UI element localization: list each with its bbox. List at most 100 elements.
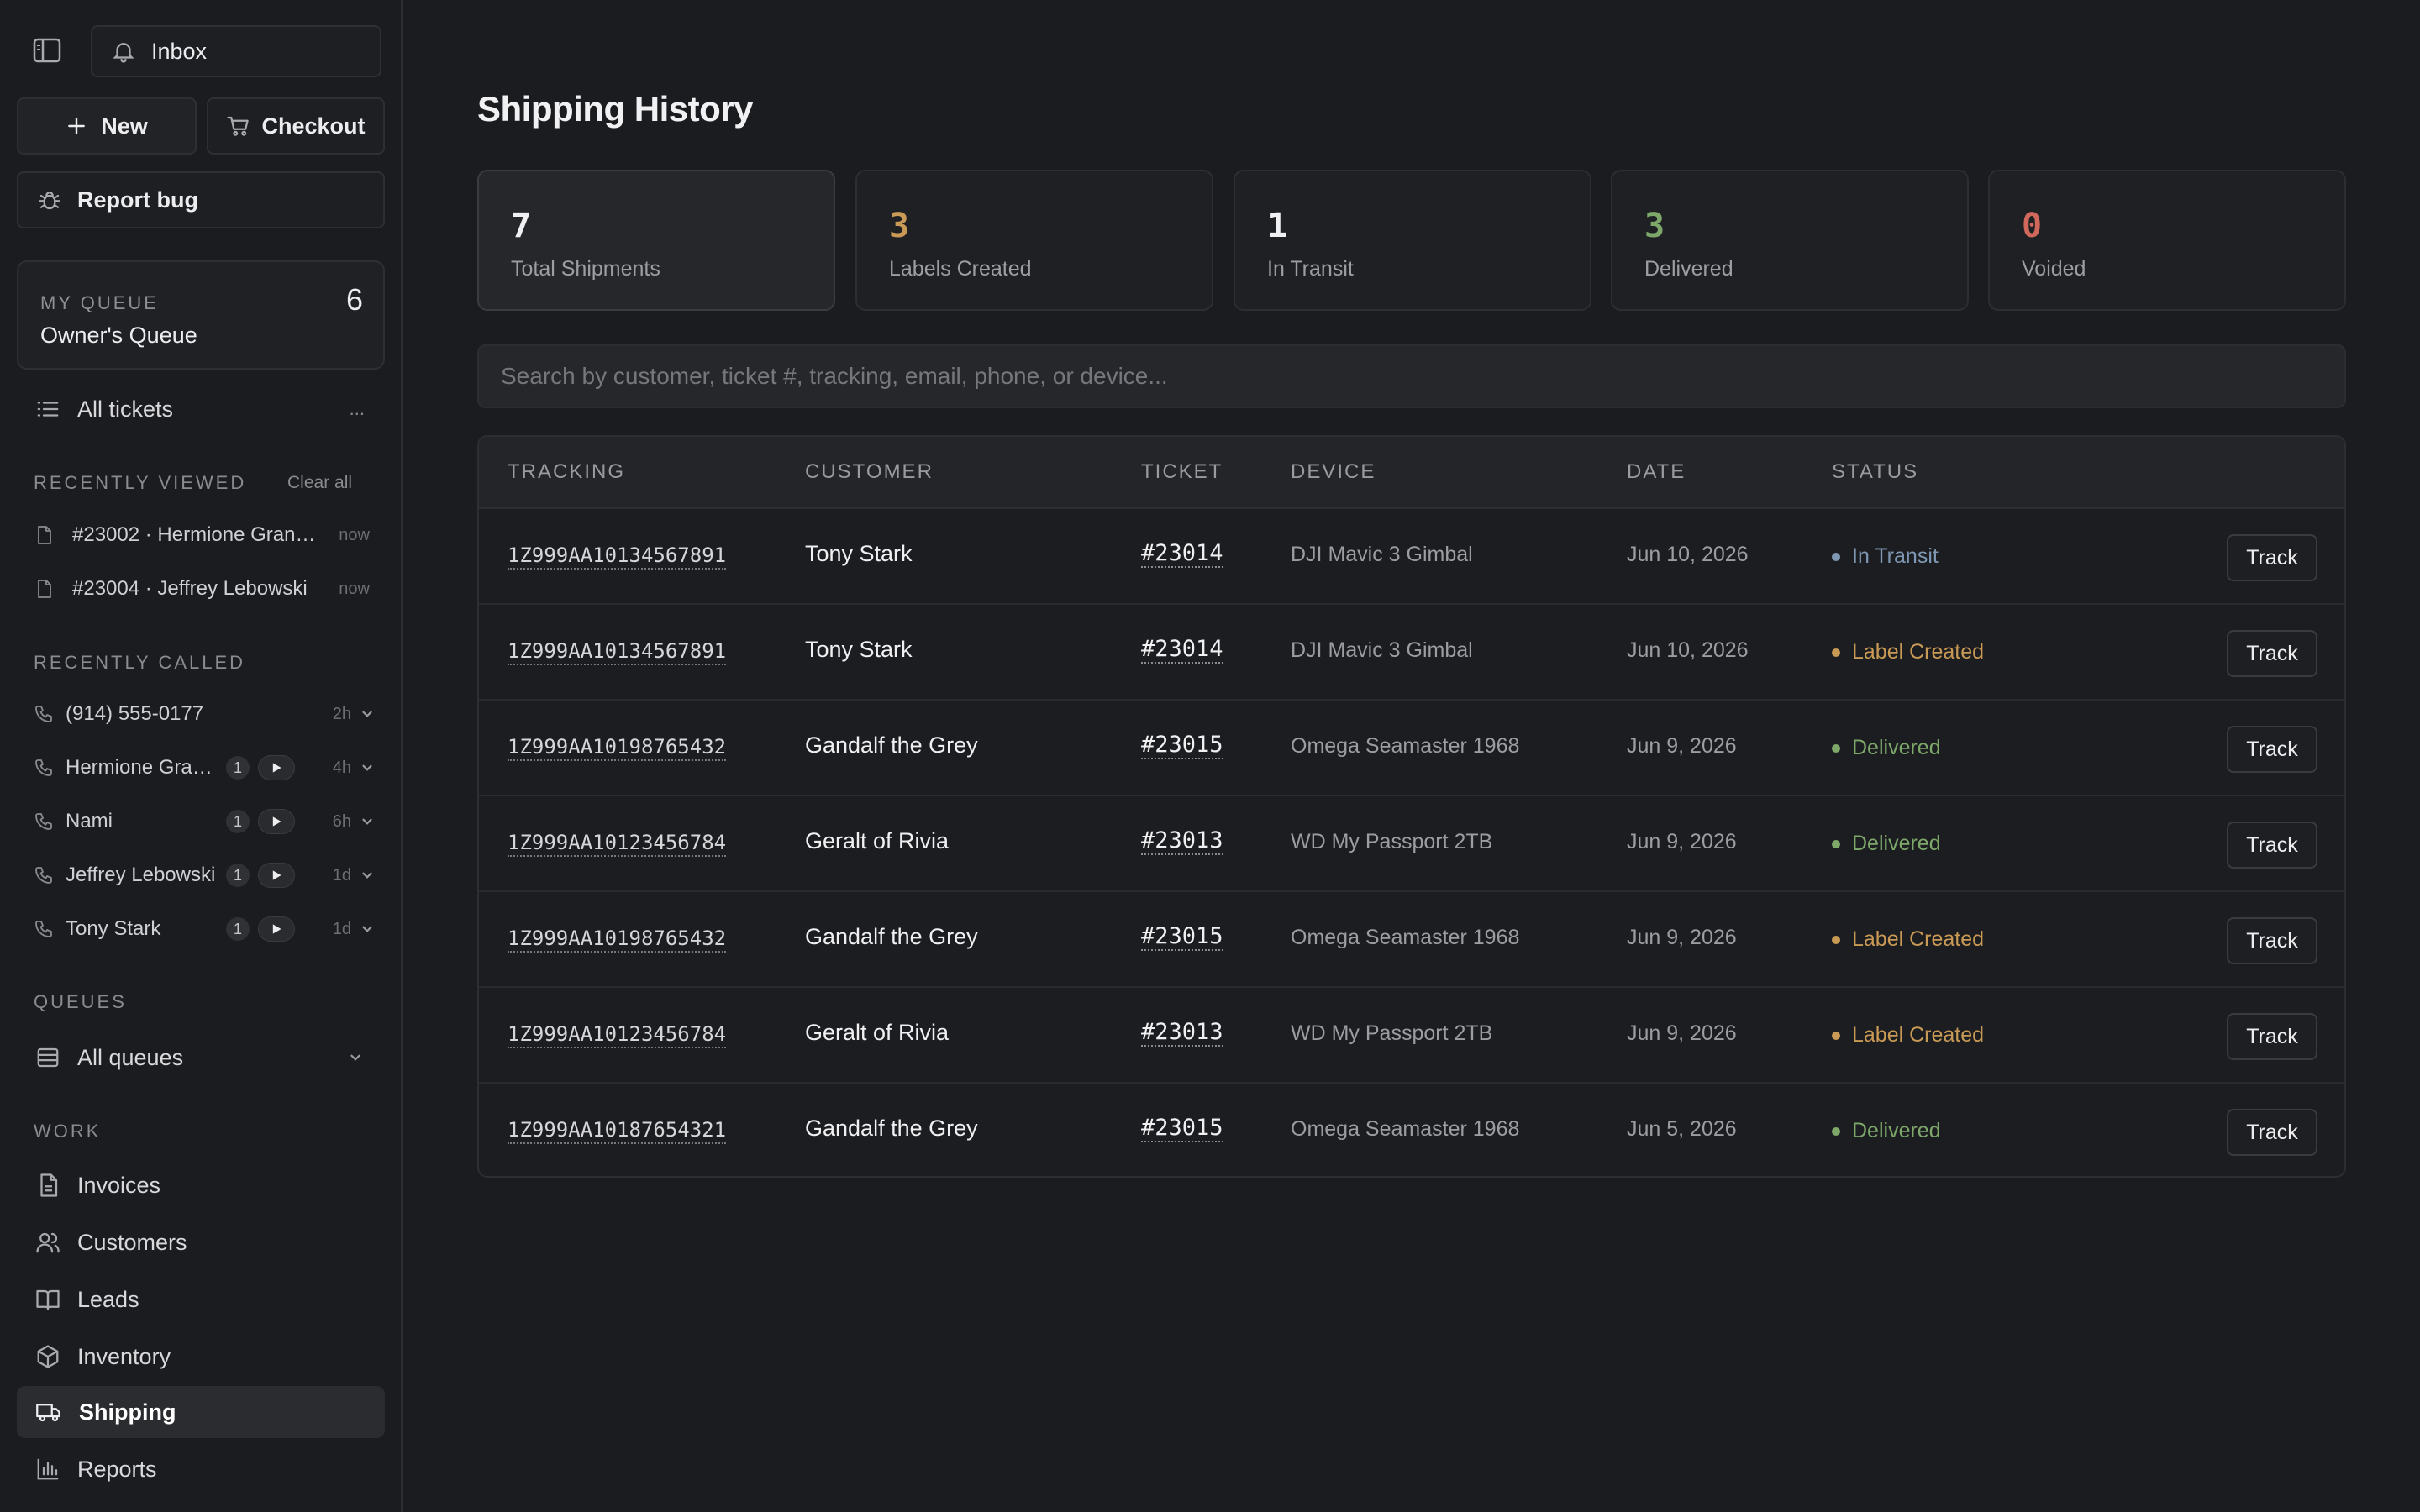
- call-item[interactable]: Nami 1 6h: [34, 803, 375, 840]
- all-tickets-link[interactable]: All tickets ...: [17, 383, 385, 435]
- play-recording-button[interactable]: [258, 755, 295, 780]
- device-name: Omega Seamaster 1968: [1291, 926, 1520, 949]
- nav-reports[interactable]: Reports: [17, 1443, 385, 1495]
- tracking-number-link[interactable]: 1Z999AA10123456784: [508, 1021, 727, 1048]
- stat-label: In Transit: [1267, 257, 1354, 281]
- file-icon: [40, 1173, 58, 1197]
- play-icon: [272, 816, 281, 827]
- play-recording-button[interactable]: [258, 916, 295, 942]
- nav-invoices[interactable]: Invoices: [17, 1159, 385, 1211]
- play-icon: [272, 763, 281, 773]
- clear-all-button[interactable]: Clear all: [287, 473, 353, 492]
- column-header-ticket[interactable]: TICKET: [1141, 460, 1223, 483]
- book-icon: [36, 1289, 60, 1310]
- ticket-link[interactable]: #23015: [1141, 732, 1223, 759]
- shipping-table: TRACKING CUSTOMER TICKET DEVICE DATE STA…: [477, 435, 2346, 1178]
- column-header-customer[interactable]: CUSTOMER: [805, 460, 934, 483]
- search-input[interactable]: [477, 344, 2346, 408]
- table-row[interactable]: 1Z999AA10123456784 Geralt of Rivia #23013 W…: [479, 796, 2344, 892]
- chevron-down-icon[interactable]: [360, 814, 375, 829]
- call-item[interactable]: Jeffrey Lebowski 1 1d: [34, 857, 375, 894]
- my-queue-card[interactable]: MY QUEUE Owner's Queue 6: [17, 260, 385, 370]
- inbox-button[interactable]: Inbox: [91, 25, 381, 77]
- column-header-date[interactable]: DATE: [1627, 460, 1686, 483]
- track-button[interactable]: Track: [2227, 1109, 2317, 1156]
- nav-customers[interactable]: Customers: [17, 1216, 385, 1268]
- call-item-label: Nami: [66, 810, 113, 832]
- ticket-link[interactable]: #23015: [1141, 1115, 1223, 1142]
- page-title: Shipping History: [477, 89, 754, 129]
- all-tickets-label: All tickets: [77, 396, 174, 422]
- table-row[interactable]: 1Z999AA10123456784 Geralt of Rivia #23013 W…: [479, 988, 2344, 1084]
- recent-item[interactable]: #23002 · Hermione Granger now: [34, 518, 370, 552]
- chevron-down-icon[interactable]: [360, 921, 375, 937]
- stat-voided[interactable]: 0 Voided: [1988, 170, 2346, 311]
- nav-leads[interactable]: Leads: [17, 1273, 385, 1326]
- table-row[interactable]: 1Z999AA10198765432 Gandalf the Grey #23015…: [479, 701, 2344, 796]
- checkout-button[interactable]: Checkout: [207, 97, 385, 155]
- stat-labels-created[interactable]: 3 Labels Created: [855, 170, 1213, 311]
- table-row[interactable]: 1Z999AA10134567891 Tony Stark #23014 DJI Ma…: [479, 605, 2344, 701]
- nav-reports-label: Reports: [77, 1456, 157, 1482]
- tracking-number-link[interactable]: 1Z999AA10198765432: [508, 926, 727, 953]
- status-badge: In Transit: [1832, 544, 1939, 569]
- tracking-number-link[interactable]: 1Z999AA10134567891: [508, 543, 727, 570]
- status-dot: [1832, 1126, 1840, 1136]
- table-row[interactable]: 1Z999AA10134567891 Tony Stark #23014 DJI Ma…: [479, 509, 2344, 605]
- ticket-link[interactable]: #23014: [1141, 540, 1223, 568]
- stat-in-transit[interactable]: 1 In Transit: [1234, 170, 1591, 311]
- track-button[interactable]: Track: [2227, 822, 2317, 869]
- table-row[interactable]: 1Z999AA10198765432 Gandalf the Grey #23015…: [479, 892, 2344, 988]
- status-label: Delivered: [1852, 1119, 1941, 1142]
- sidebar-toggle-icon[interactable]: [32, 37, 66, 67]
- track-button[interactable]: Track: [2227, 917, 2317, 964]
- play-icon: [272, 924, 281, 934]
- recent-item-time: now: [339, 525, 370, 544]
- play-recording-button[interactable]: [258, 809, 295, 834]
- chevron-down-icon[interactable]: [360, 760, 375, 775]
- customer-name: Geralt of Rivia: [805, 828, 950, 853]
- sidebar: Inbox New Checkout Report bug MY QUEUE O…: [0, 0, 403, 1512]
- status-badge: Delivered: [1832, 832, 1941, 856]
- customer-name: Gandalf the Grey: [805, 1116, 978, 1141]
- ticket-link[interactable]: #23015: [1141, 923, 1223, 951]
- stack-icon: [37, 1047, 59, 1068]
- call-item[interactable]: Tony Stark 1 1d: [34, 911, 375, 948]
- ticket-link[interactable]: #23013: [1141, 827, 1223, 855]
- ship-date: Jun 5, 2026: [1627, 1117, 1737, 1141]
- recent-item[interactable]: #23004 · Jeffrey Lebowski now: [34, 572, 370, 606]
- tracking-number-link[interactable]: 1Z999AA10198765432: [508, 734, 727, 761]
- tracking-number-link[interactable]: 1Z999AA10123456784: [508, 830, 727, 857]
- all-tickets-more-button[interactable]: ...: [349, 398, 365, 419]
- device-name: DJI Mavic 3 Gimbal: [1291, 638, 1473, 662]
- track-button[interactable]: Track: [2227, 534, 2317, 581]
- report-bug-button[interactable]: Report bug: [17, 171, 385, 228]
- nav-inventory-label: Inventory: [77, 1343, 171, 1369]
- column-header-tracking[interactable]: TRACKING: [508, 460, 626, 483]
- tracking-number-link[interactable]: 1Z999AA10187654321: [508, 1117, 727, 1144]
- stat-delivered[interactable]: 3 Delivered: [1611, 170, 1969, 311]
- tracking-number-link[interactable]: 1Z999AA10134567891: [508, 638, 727, 665]
- track-button[interactable]: Track: [2227, 1013, 2317, 1060]
- stat-value: 3: [1644, 207, 1665, 245]
- stat-total-shipments[interactable]: 7 Total Shipments: [477, 170, 835, 311]
- chevron-down-icon[interactable]: [360, 706, 375, 722]
- track-button[interactable]: Track: [2227, 630, 2317, 677]
- new-button[interactable]: New: [17, 97, 197, 155]
- nav-inventory[interactable]: Inventory: [17, 1331, 385, 1383]
- column-header-device[interactable]: DEVICE: [1291, 460, 1376, 483]
- all-queues-dropdown[interactable]: All queues: [17, 1032, 385, 1084]
- status-label: Delivered: [1852, 736, 1941, 759]
- table-row[interactable]: 1Z999AA10187654321 Gandalf the Grey #23015…: [479, 1084, 2344, 1176]
- ticket-link[interactable]: #23013: [1141, 1019, 1223, 1047]
- call-item[interactable]: (914) 555-0177 2h: [34, 696, 375, 732]
- nav-shipping[interactable]: Shipping: [17, 1386, 385, 1438]
- ticket-link[interactable]: #23014: [1141, 636, 1223, 664]
- phone-icon: [35, 759, 52, 776]
- track-button[interactable]: Track: [2227, 726, 2317, 773]
- column-header-status[interactable]: STATUS: [1832, 460, 1919, 483]
- call-item[interactable]: Hermione Granger 1 4h: [34, 749, 375, 786]
- chevron-down-icon[interactable]: [360, 868, 375, 883]
- play-recording-button[interactable]: [258, 863, 295, 888]
- call-item-time: 1d: [332, 865, 351, 885]
